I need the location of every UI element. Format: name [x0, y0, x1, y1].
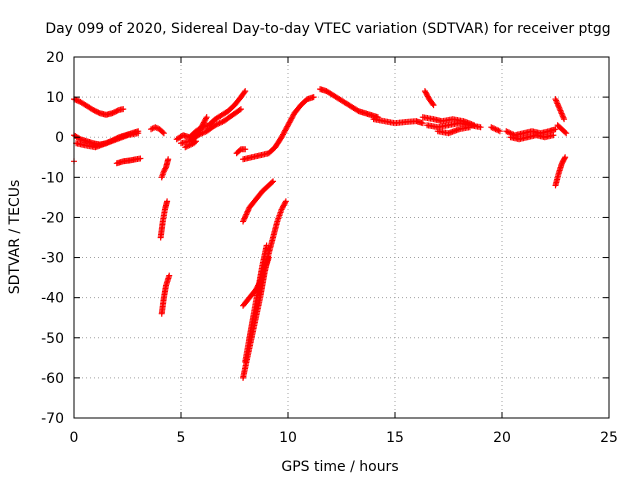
chart-title: Day 099 of 2020, Sidereal Day-to-day VTE…	[45, 21, 610, 37]
data-point	[477, 124, 484, 131]
x-tick-label: 10	[279, 430, 297, 446]
y-tick-label: -10	[41, 170, 64, 186]
data-point	[471, 122, 478, 129]
x-tick-label: 15	[386, 430, 404, 446]
data-point	[236, 107, 243, 114]
y-axis: 20 10 0 -10 -20 -30 -40 -50 -60 -70	[41, 50, 609, 427]
y-tick-label: 0	[55, 130, 64, 146]
y-tick-label: -40	[41, 291, 64, 307]
y-tick-label: -20	[41, 210, 64, 226]
data-point	[561, 116, 568, 123]
y-tick-label: 10	[46, 90, 64, 106]
x-tick-label: 5	[177, 430, 186, 446]
data-point	[137, 155, 144, 162]
data-point	[282, 199, 289, 206]
data-point	[242, 146, 249, 153]
x-tick-label: 20	[493, 430, 511, 446]
plot-frame	[73, 56, 610, 419]
grid	[74, 57, 609, 418]
data-point	[268, 179, 275, 186]
data-point	[241, 89, 248, 96]
data-points	[71, 86, 570, 381]
data-point	[263, 242, 270, 249]
data-point	[562, 129, 569, 136]
y-axis-label: SDTVAR / TECUs	[7, 180, 23, 295]
data-point	[149, 125, 156, 132]
data-point	[159, 129, 166, 136]
data-point	[429, 100, 436, 107]
data-point	[166, 272, 173, 279]
x-axis-label: GPS time / hours	[281, 459, 398, 475]
data-point	[237, 106, 244, 113]
y-tick-label: -30	[41, 251, 64, 267]
x-tick-label: 25	[600, 430, 618, 446]
x-tick-label: 0	[70, 430, 79, 446]
data-point	[419, 120, 426, 127]
data-point	[496, 128, 503, 135]
data-point	[202, 115, 209, 122]
y-tick-label: -60	[41, 371, 64, 387]
data-point	[160, 130, 167, 137]
data-point	[192, 138, 199, 145]
data-point	[203, 114, 210, 121]
data-point	[162, 165, 169, 172]
data-point	[135, 130, 142, 137]
data-point	[563, 130, 570, 137]
data-point	[552, 126, 559, 133]
data-point	[114, 107, 121, 114]
data-point	[165, 156, 172, 163]
data-point	[466, 124, 473, 131]
data-point	[430, 102, 437, 109]
data-point	[242, 88, 249, 95]
y-tick-label: 20	[46, 50, 64, 66]
data-point	[120, 106, 127, 113]
y-tick-label: -70	[41, 411, 64, 427]
data-point	[310, 94, 317, 101]
data-point	[191, 139, 198, 146]
y-tick-label: -50	[41, 331, 64, 347]
data-point	[561, 155, 568, 162]
data-point	[562, 154, 569, 161]
x-axis: 0 5 10 15 20 25	[70, 57, 618, 446]
data-point	[282, 198, 289, 205]
data-point	[270, 178, 277, 185]
data-point	[550, 132, 557, 139]
data-point	[164, 198, 171, 205]
